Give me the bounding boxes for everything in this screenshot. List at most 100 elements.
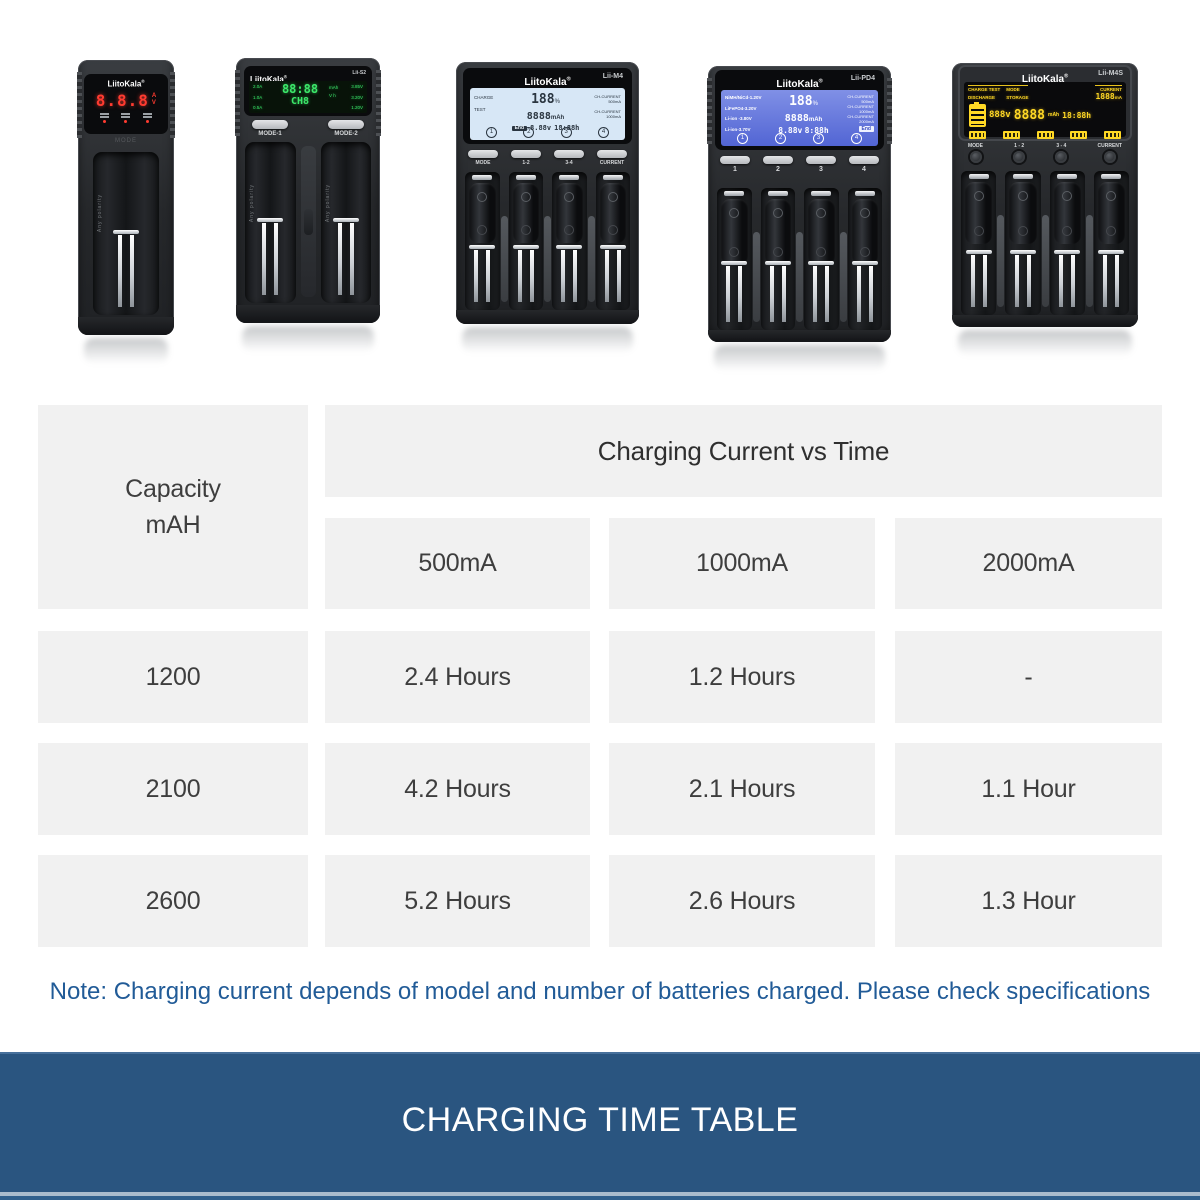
button-pill <box>806 156 836 164</box>
battery-slot <box>552 172 587 310</box>
time-digits: 18:88h <box>1062 110 1092 120</box>
channel-numbers: 1 2 3 4 <box>486 127 609 138</box>
time-value: 2.4 Hours <box>325 631 590 723</box>
charger-base <box>78 317 174 335</box>
banner-bottom-edge <box>0 1196 1200 1200</box>
battery-holder <box>512 183 539 243</box>
charger-lii-s2: LiitoKala® Lii-S2 2.0A 1.0A 0.5A 88:88 C… <box>235 58 381 352</box>
time-value: 2.6 Hours <box>609 855 875 947</box>
slot-2-button: 2 <box>763 156 793 173</box>
mode-button: MODE <box>968 143 983 163</box>
status-badges <box>964 127 1126 139</box>
mode-button: MODE <box>468 150 498 166</box>
battery-rail <box>856 266 873 322</box>
battery-slot <box>1093 171 1129 315</box>
charger-base <box>456 310 639 324</box>
battery-holder <box>556 183 583 243</box>
charger-base <box>236 305 380 323</box>
channel-numbers: 1 2 3 4 <box>737 133 862 144</box>
time-value: - <box>895 631 1162 723</box>
banner-bottom-stripe <box>0 1192 1200 1196</box>
unit-labels: mAh V h <box>329 85 339 98</box>
polarity-label: Any polarity <box>324 183 331 222</box>
time-value: 4.2 Hours <box>325 743 590 835</box>
battery-rail <box>517 250 534 302</box>
battery-rail <box>561 250 578 302</box>
lcd-display: CHARGE TEST 188% 8888mAh End 8.88v 18:88… <box>470 88 625 140</box>
model-label: Lii-M4 <box>602 73 623 80</box>
reflection <box>84 338 168 364</box>
capacity-digits: 8888 <box>526 111 551 122</box>
current-labels: CH-CURRENT 500mA CH-CURRENT 1000mA CH-CU… <box>847 94 874 132</box>
button-pill <box>554 150 584 158</box>
charge-indicator-icons <box>84 110 168 123</box>
slot-3-4-button: 3 - 4 <box>1055 143 1068 163</box>
current-button: CURRENT <box>597 150 627 166</box>
capacity-value: 1200 <box>38 631 308 723</box>
lcd-display-panel: LiitoKala® Lii-M4 CHARGE TEST 188% 8888m… <box>463 68 632 144</box>
battery-slot <box>465 172 500 310</box>
button-pill <box>597 150 627 158</box>
slot-3-button: 3 <box>806 156 836 173</box>
mode-1-button: MODE-1 <box>252 120 288 137</box>
battery-rail <box>1014 255 1031 307</box>
slot-divider <box>1085 215 1093 307</box>
button-pill <box>328 120 364 129</box>
end-badge: End <box>858 126 874 132</box>
lcd-display-panel: LiitoKala® Lii-M4S CHARGE TEST MODE DISC… <box>958 65 1132 141</box>
battery-slot <box>595 172 630 310</box>
capacity-value: 2100 <box>38 743 308 835</box>
brand-logo: LiitoKala® <box>776 78 823 90</box>
battery-rail <box>262 223 279 295</box>
battery-rail <box>726 266 743 322</box>
knob-icon <box>1055 151 1068 163</box>
charger-base <box>708 330 891 342</box>
battery-holder <box>469 183 496 243</box>
battery-slot: Any polarity <box>245 142 296 303</box>
time-value: 1.1 Hour <box>895 743 1162 835</box>
slot-1-button: 1 <box>720 156 750 173</box>
battery-slot <box>804 188 839 330</box>
column-header-2000ma: 2000mA <box>895 518 1162 609</box>
model-label: Lii-S2 <box>352 70 366 76</box>
battery-slot <box>961 171 997 315</box>
battery-holder <box>808 199 835 265</box>
battery-holder <box>851 199 878 265</box>
mode-labels: CHARGE TEST MODE DISCHARGE STORAGE <box>968 85 1029 100</box>
current-readout: CURRENT 1888mA <box>1095 85 1122 101</box>
slot-divider <box>796 232 803 322</box>
battery-slot <box>717 188 752 330</box>
slot-divider <box>997 215 1005 307</box>
capacity-value: 2600 <box>38 855 308 947</box>
percent-digits: 188 <box>789 94 813 109</box>
time-value: 5.2 Hours <box>325 855 590 947</box>
model-label: Lii-M4S <box>1098 70 1123 77</box>
mode-labels: CHARGE TEST <box>474 95 494 112</box>
battery-slot <box>1005 171 1041 315</box>
battery-rail <box>118 235 134 307</box>
battery-holder <box>1009 182 1037 244</box>
voltage-options: 3.85V 3.20V 1.20V <box>351 84 363 110</box>
battery-level-icon <box>969 102 986 127</box>
battery-rail <box>970 255 987 307</box>
battery-rail <box>1103 255 1120 307</box>
lcd-display: NiMH/NiCd-1.20V LiFePO4-3.20V Li-ion -3.… <box>721 90 878 146</box>
brand-logo: LiitoKala® <box>107 79 145 89</box>
reflection <box>462 327 633 353</box>
time-digits: 88:88 <box>281 82 319 96</box>
charger-base <box>952 315 1138 327</box>
lcd-display-panel: LiitoKala® Lii-S2 2.0A 1.0A 0.5A 88:88 C… <box>244 66 372 116</box>
knob-icon <box>1103 151 1116 163</box>
capacity-digits: 8888 <box>784 113 809 124</box>
battery-slot <box>508 172 543 310</box>
channel-digits: CH8 <box>290 96 310 107</box>
battery-rail <box>474 250 491 302</box>
button-pill <box>468 150 498 158</box>
mode-2-button: MODE-2 <box>328 120 364 137</box>
battery-holder <box>965 182 993 244</box>
reflection <box>242 326 374 352</box>
brand-logo: LiitoKala® <box>524 76 571 88</box>
